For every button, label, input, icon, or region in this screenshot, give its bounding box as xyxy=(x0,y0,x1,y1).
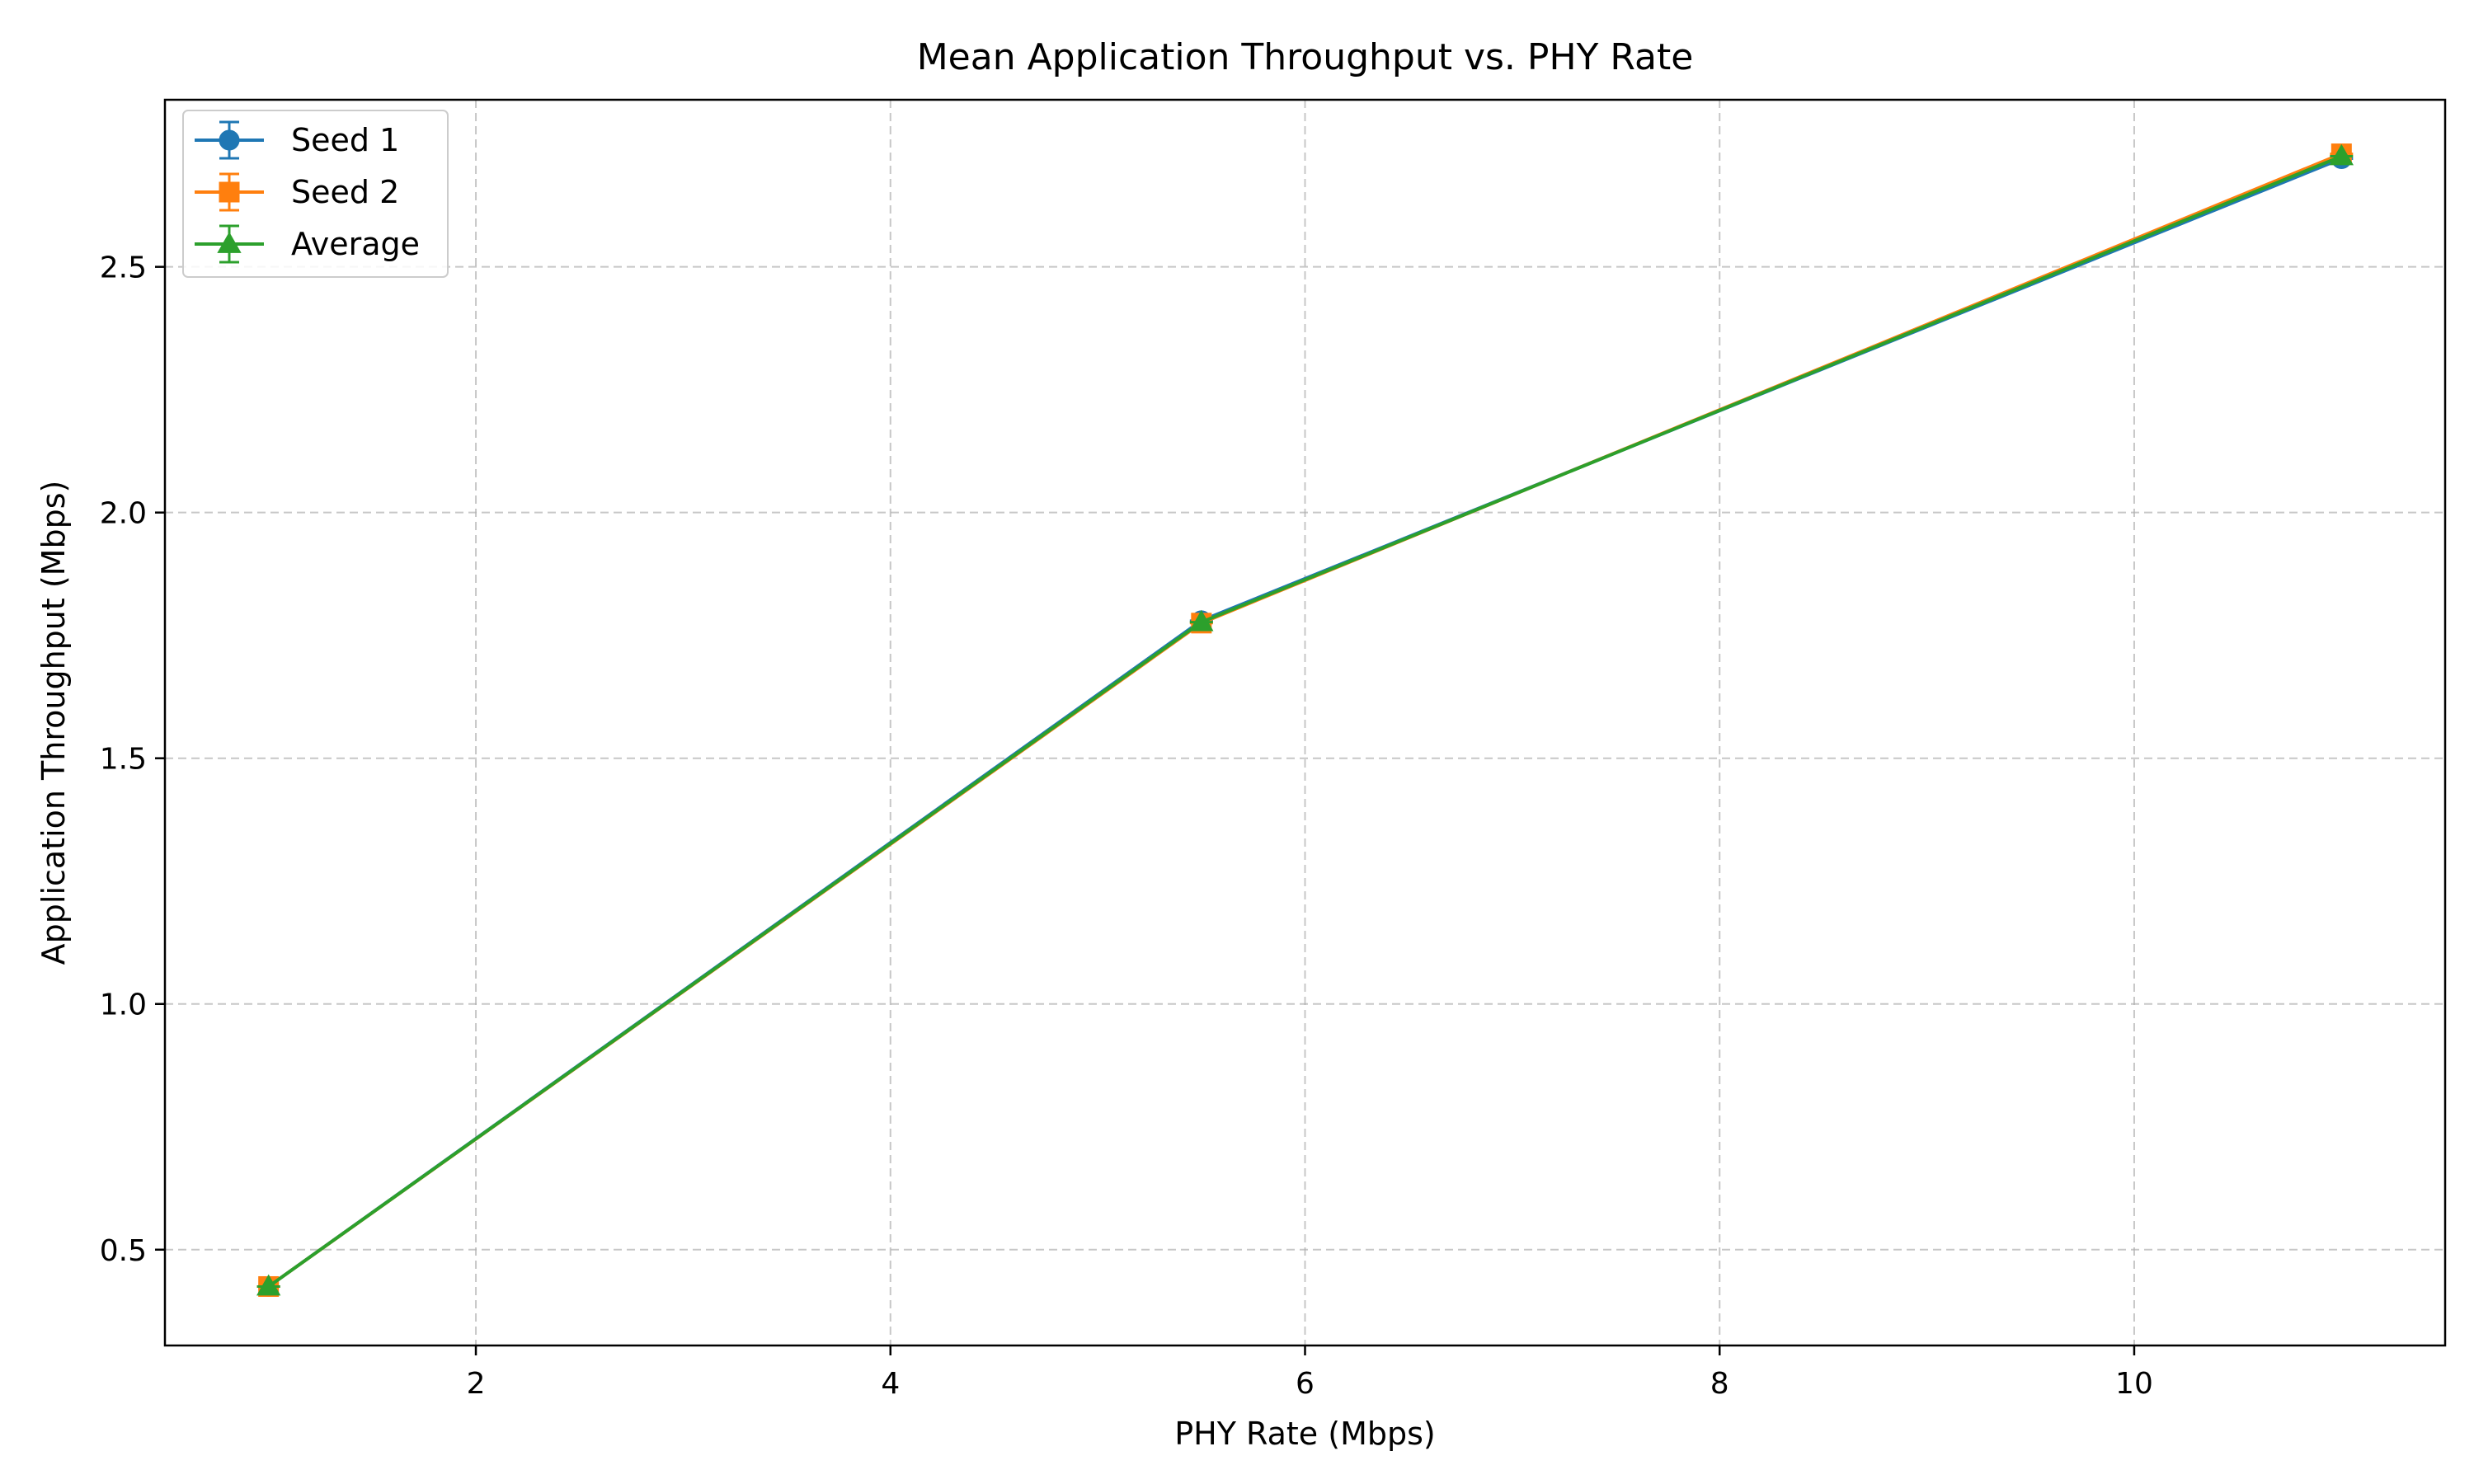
chart-title: Mean Application Throughput vs. PHY Rate xyxy=(917,36,1694,78)
y-tick-label: 1.0 xyxy=(100,989,147,1022)
legend-marker xyxy=(219,181,240,203)
legend-item: Average xyxy=(195,224,420,264)
y-tick-label: 0.5 xyxy=(100,1234,147,1268)
legend-marker xyxy=(219,129,240,151)
series-layer xyxy=(256,143,2354,1297)
legend-box xyxy=(182,110,449,278)
x-tick-label: 6 xyxy=(1296,1367,1315,1401)
x-tick-label: 4 xyxy=(881,1367,900,1401)
y-tick-label: 2.5 xyxy=(100,251,147,285)
x-tick-label: 10 xyxy=(2115,1367,2153,1401)
data-point-triangle xyxy=(2329,143,2354,166)
tick-layer: 2 4 6 8 10 0.5 1.0 1.5 2.0 2.5 xyxy=(100,251,2153,1401)
legend-item: Seed 2 xyxy=(195,172,399,212)
x-axis-label: PHY Rate (Mbps) xyxy=(1174,1416,1435,1452)
legend-marker xyxy=(217,232,242,253)
series-3 xyxy=(256,143,2354,1296)
legend-label: Average xyxy=(291,226,420,262)
x-tick-label: 8 xyxy=(1710,1367,1729,1401)
grid-layer xyxy=(165,100,2445,1345)
x-tick-label: 2 xyxy=(467,1367,486,1401)
legend: Seed 1 Seed 2 Average xyxy=(182,110,449,278)
legend-label: Seed 2 xyxy=(291,174,399,210)
y-axis-label: Application Throughput (Mbps) xyxy=(35,481,72,965)
y-tick-label: 2.0 xyxy=(100,497,147,531)
y-tick-label: 1.5 xyxy=(100,743,147,777)
data-point-triangle xyxy=(256,1274,281,1296)
legend-label: Seed 1 xyxy=(291,122,399,158)
legend-item: Seed 1 xyxy=(195,120,399,160)
data-point-triangle xyxy=(1189,609,1214,632)
